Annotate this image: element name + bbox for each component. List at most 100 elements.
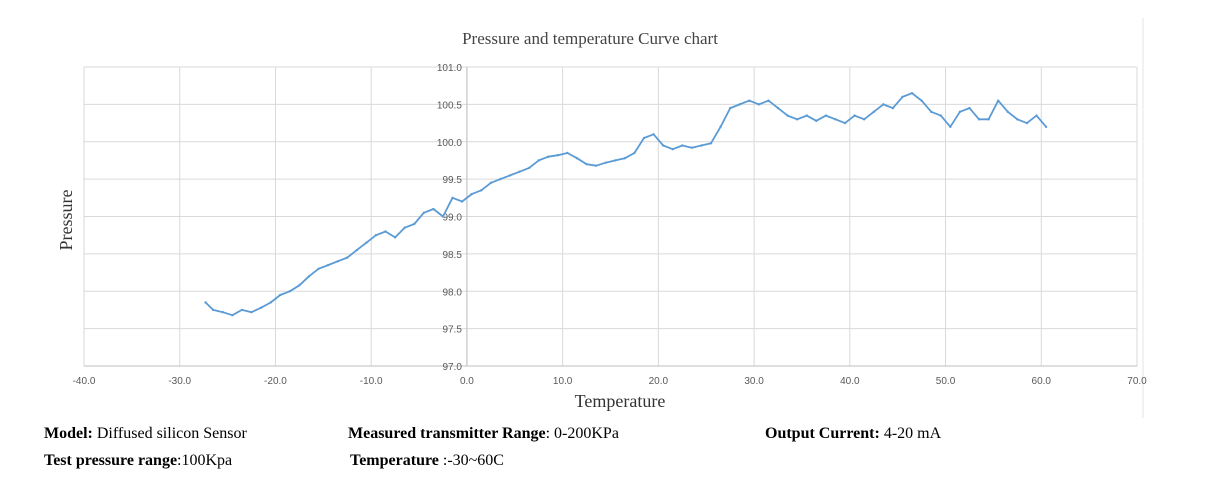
spec-range-label: Measured transmitter Range (348, 425, 546, 442)
spec-test-range: Test pressure range:100Kpa (44, 452, 232, 470)
data-point (738, 103, 741, 106)
data-point (403, 226, 406, 229)
data-point (1025, 121, 1029, 125)
spec-temp-value: :-30~60C (438, 452, 504, 469)
data-point (346, 256, 349, 259)
data-point (384, 230, 387, 233)
data-point (556, 154, 560, 157)
x-tick-label: 40.0 (840, 376, 860, 387)
spec-test-label: Test pressure range (44, 452, 178, 469)
data-point (489, 181, 493, 185)
chart-gridlines (83, 66, 1138, 367)
data-point (728, 106, 732, 110)
data-point (862, 118, 866, 121)
y-tick-label: 98.5 (442, 250, 462, 261)
data-point (709, 142, 713, 145)
data-point (317, 267, 320, 271)
data-point (451, 196, 454, 200)
data-point (575, 156, 579, 160)
x-tick-label: -30.0 (168, 376, 191, 387)
data-point (365, 241, 368, 244)
series-line-0 (204, 92, 1047, 317)
y-tick-label: 101.0 (437, 63, 462, 74)
data-point (204, 301, 207, 304)
data-point (815, 119, 818, 123)
data-point (652, 133, 655, 136)
data-point (250, 310, 253, 314)
data-point (795, 118, 799, 121)
x-tick-label: 10.0 (553, 376, 573, 387)
spec-range: Measured transmitter Range: 0-200KPa (348, 425, 619, 443)
data-point (767, 99, 770, 102)
data-point (566, 151, 569, 155)
data-point (326, 263, 330, 267)
y-tick-label: 100.0 (437, 138, 462, 149)
spec-model-value: Diffused silicon Sensor (92, 425, 247, 442)
data-point (594, 164, 598, 167)
data-point (1044, 125, 1048, 128)
x-tick-label: 70.0 (1127, 376, 1147, 387)
data-point (700, 144, 703, 147)
data-point (949, 125, 952, 128)
chart-series (204, 91, 1048, 317)
data-point (480, 189, 483, 192)
data-point (872, 110, 875, 114)
spec-model: Model: Diffused silicon Sensor (44, 425, 247, 443)
data-point (776, 106, 780, 110)
x-tick-label: 20.0 (649, 376, 669, 387)
data-point (977, 118, 981, 121)
data-point (212, 308, 215, 312)
data-point (231, 313, 234, 317)
y-tick-label: 97.0 (442, 362, 462, 373)
data-point (393, 236, 397, 239)
data-point (585, 162, 588, 166)
data-point (441, 215, 445, 218)
data-point (690, 146, 694, 149)
data-point (891, 106, 895, 110)
data-point (240, 308, 244, 312)
data-point (1006, 110, 1009, 114)
data-point (537, 159, 540, 162)
data-point (939, 114, 942, 117)
data-point (518, 170, 521, 173)
data-point (298, 284, 301, 287)
data-point (882, 103, 885, 106)
data-point (374, 233, 378, 237)
y-tick-label: 99.0 (442, 213, 462, 224)
y-axis-label: Pressure (56, 190, 76, 251)
data-point (547, 155, 550, 158)
data-point (958, 110, 962, 114)
data-point (470, 192, 473, 196)
data-point (661, 144, 665, 147)
spec-test-value: :100Kpa (177, 452, 233, 469)
y-tick-label: 100.5 (437, 100, 462, 111)
x-tick-label: -10.0 (360, 376, 383, 387)
data-point (527, 166, 531, 170)
data-point (460, 200, 464, 203)
data-point (996, 99, 1000, 102)
spec-current-label: Output Current: (765, 425, 880, 442)
chart-tick-labels: -40.0 -30.0 -20.0 -10.0 0.0 10.0 20.0 30.0 40.0 5… (73, 63, 1148, 387)
data-point (1016, 118, 1019, 121)
data-point (355, 248, 359, 252)
data-point (221, 310, 225, 314)
data-point (614, 159, 617, 162)
data-point (786, 114, 789, 117)
data-point (288, 290, 292, 293)
x-tick-label: 50.0 (936, 376, 956, 387)
spec-current: Output Current: 4-20 mA (765, 425, 941, 443)
data-point (508, 174, 512, 177)
data-point (671, 148, 674, 151)
data-point (968, 106, 971, 110)
data-point (853, 114, 856, 117)
x-axis-label: Temperature (575, 391, 666, 411)
x-tick-label: 0.0 (460, 376, 474, 387)
data-point (748, 99, 751, 102)
data-point (269, 301, 272, 304)
data-point (910, 91, 914, 95)
data-point (901, 95, 904, 99)
data-point (681, 144, 684, 147)
data-point (623, 156, 627, 160)
data-point (279, 293, 282, 297)
